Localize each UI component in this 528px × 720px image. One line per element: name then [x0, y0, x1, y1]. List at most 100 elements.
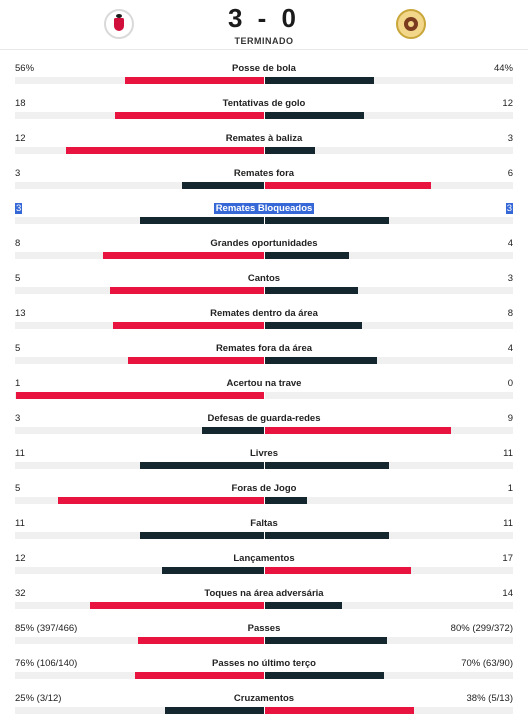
stat-home-value: 25% (3/12) — [15, 693, 62, 704]
stat-name-text: Faltas — [250, 518, 278, 529]
away-team-crest-icon[interactable] — [396, 9, 426, 39]
stat-home-track — [15, 182, 263, 189]
stat-away-value: 17 — [502, 553, 513, 564]
stat-name: Toques na área adversária — [0, 588, 528, 599]
stat-home-track — [15, 532, 263, 539]
stat-away-track — [265, 462, 513, 469]
home-team-crest-icon[interactable] — [104, 9, 134, 39]
stat-row: 3 Remates fora 6 — [0, 165, 528, 200]
stat-home-bar — [90, 602, 264, 609]
stat-home-bar — [128, 357, 264, 364]
stat-home-bar — [66, 147, 264, 154]
stat-name: Remates à baliza — [0, 133, 528, 144]
stat-row: 8 Grandes oportunidades 4 — [0, 235, 528, 270]
stat-row: 76% (106/140) Passes no último terço 70% (… — [0, 655, 528, 690]
stat-home-bar — [140, 217, 264, 224]
stat-name-text: Remates dentro da área — [210, 308, 318, 319]
stat-name-text: Remates à baliza — [225, 133, 303, 144]
stat-away-value: 70% (63/90) — [461, 658, 513, 669]
stat-away-value: 8 — [507, 308, 513, 319]
stat-home-value: 18 — [15, 98, 26, 109]
stat-row: 5 Cantos 3 — [0, 270, 528, 305]
stat-away-bar — [265, 707, 414, 714]
stat-row: 3 Remates Bloqueados 3 — [0, 200, 528, 235]
stat-name-text: Defesas de guarda-redes — [207, 413, 321, 424]
stat-name-text: Foras de Jogo — [231, 483, 297, 494]
stat-home-bar — [113, 322, 264, 329]
stat-home-bar — [58, 497, 264, 504]
stat-home-bar — [138, 637, 264, 644]
stat-away-track — [265, 637, 513, 644]
stat-name: Passes — [0, 623, 528, 634]
stat-name-text: Passes no último terço — [211, 658, 316, 669]
stat-away-bar — [265, 217, 389, 224]
stat-home-bar — [202, 427, 264, 434]
stat-home-value: 76% (106/140) — [15, 658, 78, 669]
stat-away-value: 80% (299/372) — [450, 623, 513, 634]
stat-home-value: 85% (397/466) — [15, 623, 78, 634]
stat-home-value: 13 — [15, 308, 26, 319]
stat-away-value: 14 — [502, 588, 513, 599]
stat-away-bar — [265, 672, 384, 679]
stat-name-text: Lançamentos — [233, 553, 295, 564]
stat-name: Defesas de guarda-redes — [0, 413, 528, 424]
stat-home-track — [15, 707, 263, 714]
stat-away-track — [265, 392, 513, 399]
stat-name: Faltas — [0, 518, 528, 529]
stat-row: 85% (397/466) Passes 80% (299/372) — [0, 620, 528, 655]
stat-home-value: 3 — [15, 168, 21, 179]
stat-home-value: 5 — [15, 343, 21, 354]
stat-away-value: 3 — [507, 273, 513, 284]
stat-name: Grandes oportunidades — [0, 238, 528, 249]
stat-name: Cruzamentos — [0, 693, 528, 704]
stat-home-value: 3 — [15, 413, 21, 424]
stat-row: 11 Faltas 11 — [0, 515, 528, 550]
stat-home-bar — [182, 182, 264, 189]
stat-name-text: Remates fora — [233, 168, 295, 179]
stat-home-track — [15, 567, 263, 574]
stat-away-bar — [265, 147, 315, 154]
stat-away-bar — [265, 287, 358, 294]
stat-home-bar — [165, 707, 264, 714]
stat-away-value: 11 — [503, 448, 513, 459]
stat-name: Acertou na trave — [0, 378, 528, 389]
stat-away-track — [265, 77, 513, 84]
stat-home-value: 5 — [15, 273, 21, 284]
stat-away-value: 0 — [507, 378, 513, 389]
stat-away-bar — [265, 427, 451, 434]
stat-away-bar — [265, 357, 377, 364]
stat-home-value: 32 — [15, 588, 26, 599]
stat-home-bar — [103, 252, 264, 259]
stat-away-bar — [265, 462, 389, 469]
stat-home-track — [15, 427, 263, 434]
stat-name-text: Cruzamentos — [233, 693, 295, 704]
stat-name-text: Posse de bola — [232, 63, 296, 74]
stat-name-text: Cantos — [247, 273, 281, 284]
stat-away-bar — [265, 497, 307, 504]
stat-away-value: 3 — [505, 203, 513, 214]
stat-away-track — [265, 322, 513, 329]
header-divider — [0, 49, 528, 50]
stat-row: 18 Tentativas de golo 12 — [0, 95, 528, 130]
stat-away-bar — [265, 112, 364, 119]
stat-home-bar — [16, 392, 264, 399]
stat-name-text: Grandes oportunidades — [210, 238, 318, 249]
stat-name: Posse de bola — [0, 63, 528, 74]
stat-away-value: 4 — [507, 343, 513, 354]
stat-away-bar — [265, 252, 349, 259]
stat-row: 11 Livres 11 — [0, 445, 528, 480]
stat-away-value: 11 — [503, 518, 513, 529]
stat-home-value: 1 — [15, 378, 21, 389]
stat-name: Remates dentro da área — [0, 308, 528, 319]
stat-home-bar — [115, 112, 264, 119]
stat-row: 25% (3/12) Cruzamentos 38% (5/13) — [0, 690, 528, 720]
stat-away-track — [265, 357, 513, 364]
stat-away-value: 12 — [502, 98, 513, 109]
stat-home-bar — [140, 462, 264, 469]
stat-name: Lançamentos — [0, 553, 528, 564]
stat-home-value: 3 — [15, 203, 23, 214]
stat-name: Cantos — [0, 273, 528, 284]
stat-away-value: 6 — [507, 168, 513, 179]
stat-home-value: 5 — [15, 483, 21, 494]
stat-away-value: 9 — [507, 413, 513, 424]
